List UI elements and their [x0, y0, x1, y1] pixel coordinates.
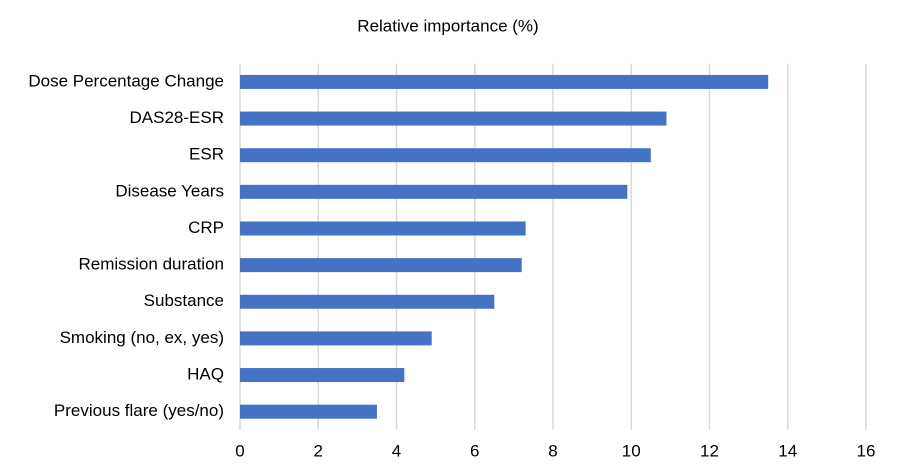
y-tick-label: ESR [189, 145, 224, 164]
y-tick-label: Dose Percentage Change [28, 71, 224, 90]
y-tick-label: Substance [144, 291, 224, 310]
y-tick-label: CRP [188, 218, 224, 237]
x-tick-label: 10 [622, 441, 641, 460]
y-tick-label: HAQ [187, 365, 224, 384]
x-tick-label: 8 [548, 441, 557, 460]
bar [240, 331, 432, 346]
bar [240, 294, 495, 309]
bar [240, 184, 628, 199]
x-tick-label: 0 [235, 441, 244, 460]
y-tick-label: Disease Years [115, 181, 224, 200]
y-tick-label: DAS28-ESR [130, 108, 224, 127]
bar [240, 111, 667, 126]
y-tick-label: Smoking (no, ex, yes) [60, 328, 224, 347]
y-tick-label: Remission duration [78, 255, 224, 274]
x-tick-label: 12 [700, 441, 719, 460]
bar [240, 368, 405, 383]
x-tick-label: 14 [778, 441, 797, 460]
bar [240, 74, 769, 89]
x-tick-label: 6 [470, 441, 479, 460]
bar [240, 148, 651, 163]
chart-title: Relative importance (%) [357, 16, 538, 35]
bar [240, 404, 377, 419]
x-tick-label: 16 [857, 441, 876, 460]
bar [240, 221, 526, 236]
y-tick-label: Previous flare (yes/no) [54, 401, 224, 420]
x-tick-label: 2 [314, 441, 323, 460]
bar [240, 258, 522, 273]
x-tick-label: 4 [392, 441, 401, 460]
